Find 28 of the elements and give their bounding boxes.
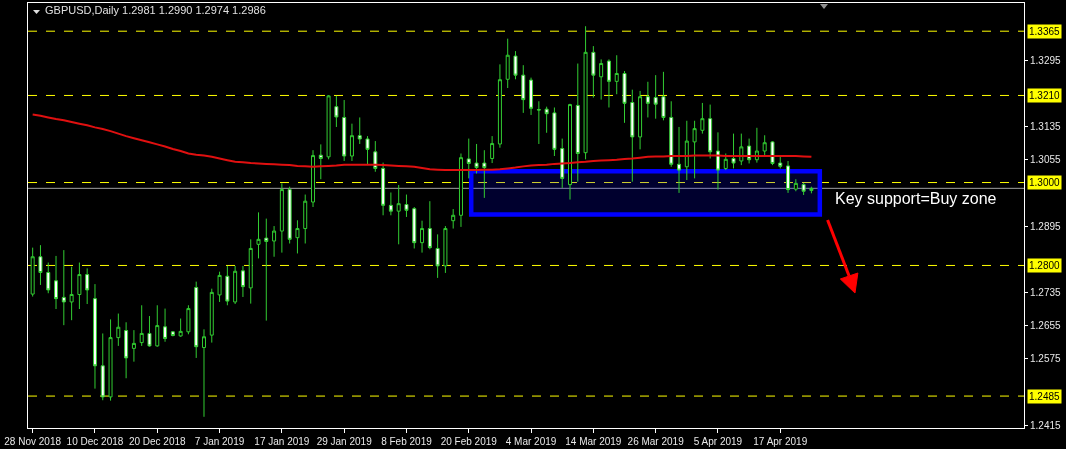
x-tick-label: 29 Jan 2019	[316, 436, 373, 447]
x-tick-label: 17 Jan 2019	[254, 436, 310, 447]
ref-line-label: 1.3210	[1029, 90, 1061, 101]
y-tick-label: 1.2655	[1030, 320, 1062, 332]
chart-title: GBPUSD,Daily 1.2981 1.2990 1.2974 1.2986	[45, 3, 266, 16]
x-tick-label: 26 Mar 2019	[627, 436, 685, 447]
y-tick-label: 1.3135	[1030, 121, 1062, 133]
y-tick-label: 1.2895	[1030, 220, 1062, 232]
x-tick-label: 8 Feb 2019	[381, 436, 433, 447]
x-tick-label: 4 Mar 2019	[505, 436, 557, 447]
ref-line-label: 1.2800	[1029, 260, 1061, 271]
x-tick-label: 5 Apr 2019	[693, 436, 743, 447]
x-tick-label: 10 Dec 2018	[66, 436, 124, 447]
ref-line-label: 1.3000	[1029, 177, 1061, 188]
x-tick-label: 20 Feb 2019	[440, 436, 498, 447]
y-tick-label: 1.2735	[1030, 286, 1062, 298]
y-tick-label: 1.3295	[1030, 54, 1062, 66]
y-tick-label: 1.2575	[1030, 353, 1062, 365]
x-tick-label: 20 Dec 2018	[128, 436, 187, 447]
y-tick-label: 1.2415	[1030, 419, 1062, 431]
ref-line-label: 1.3365	[1029, 26, 1061, 37]
y-tick-label: 1.3055	[1030, 154, 1062, 166]
x-tick-label: 14 Mar 2019	[565, 436, 622, 447]
x-tick-label: 17 Apr 2019	[753, 436, 808, 447]
x-tick-label: 7 Jan 2019	[194, 436, 245, 447]
ref-line-label: 1.2485	[1029, 391, 1061, 402]
x-tick-label: 28 Nov 2018	[4, 436, 62, 447]
band-label: Key support=Buy zone	[835, 190, 997, 207]
